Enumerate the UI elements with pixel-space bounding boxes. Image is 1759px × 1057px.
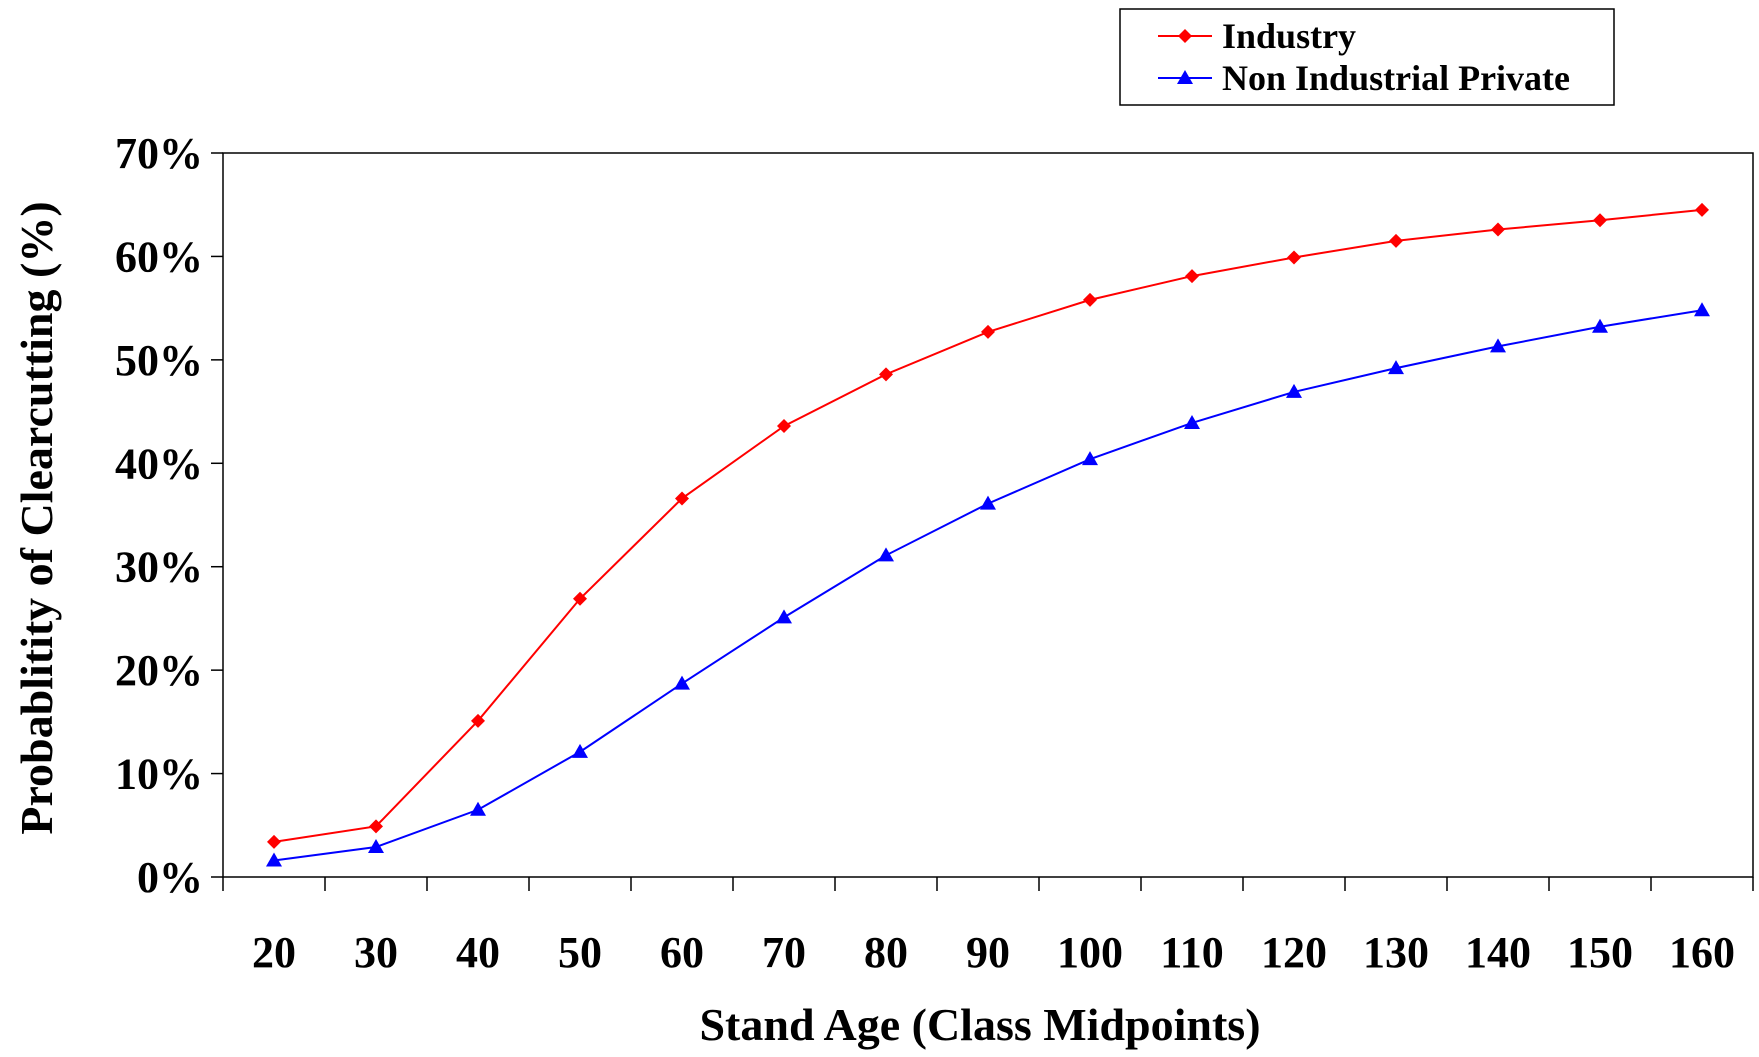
y-tick-label: 20% [115,646,203,695]
data-point-non-industrial-private [1388,360,1404,375]
data-point-industry [471,713,485,728]
y-tick-label: 60% [115,232,203,281]
data-point-non-industrial-private [1082,451,1098,466]
x-tick-label: 90 [966,928,1010,977]
legend-marker [1178,29,1192,43]
data-point-industry [1491,222,1505,237]
x-tick-label: 110 [1160,928,1224,977]
legend-label: Industry [1222,16,1356,56]
x-tick-label: 140 [1465,928,1531,977]
data-point-industry [1695,202,1709,217]
series-line-industry [273,208,1703,843]
x-tick-label: 70 [762,928,806,977]
y-tick-label: 70% [115,129,203,178]
y-axis: 0% 10% 20% 30% 40% 50% 60% 70% [115,129,223,902]
y-tick-label: 0% [137,853,203,902]
data-point-non-industrial-private [470,801,486,816]
data-point-non-industrial-private [368,839,384,854]
data-point-non-industrial-private [980,495,996,510]
data-point-industry [573,591,587,606]
series-non-industrial-private [266,302,1710,867]
plot-area [222,152,1754,878]
x-tick-label: 80 [864,928,908,977]
x-tick-label: 160 [1669,928,1735,977]
x-axis: 20 30 40 50 60 70 80 90 100 110 120 130 140 150 160 [222,877,1754,977]
data-point-industry [675,491,689,506]
data-point-non-industrial-private [674,675,690,690]
data-point-industry [777,419,791,434]
y-tick-label: 40% [115,439,203,488]
data-point-non-industrial-private [1286,383,1302,398]
data-point-non-industrial-private [878,547,894,562]
plot-frame [222,152,1754,878]
legend-item-industry: Industry [1158,16,1356,56]
data-point-non-industrial-private [572,743,588,758]
x-tick-label: 100 [1057,928,1123,977]
x-tick-label: 60 [660,928,704,977]
legend-label: Non Industrial Private [1222,58,1570,98]
series-industry [267,202,1709,849]
y-tick-label: 50% [115,336,203,385]
x-tick-label: 150 [1567,928,1633,977]
data-point-industry [981,324,995,339]
series-line-non-industrial-private [273,309,1703,862]
x-tick-label: 20 [252,928,296,977]
data-point-non-industrial-private [1694,302,1710,317]
data-point-non-industrial-private [266,852,282,867]
data-point-industry [879,367,893,382]
data-point-non-industrial-private [1184,414,1200,429]
data-point-industry [1185,269,1199,284]
x-axis-title: Stand Age (Class Midpoints) [699,999,1260,1050]
x-tick-label: 120 [1261,928,1327,977]
data-point-industry [1593,213,1607,228]
legend-box [1119,8,1615,106]
data-point-non-industrial-private [1490,338,1506,353]
x-tick-label: 40 [456,928,500,977]
y-axis-title: Probablitity of Clearcutting (%) [11,201,62,834]
data-point-industry [267,834,281,849]
data-point-non-industrial-private [776,609,792,624]
x-tick-label: 50 [558,928,602,977]
data-point-industry [1083,292,1097,307]
data-point-industry [1287,250,1301,265]
legend-item-non-industrial-private: Non Industrial Private [1158,58,1570,98]
data-point-industry [369,819,383,834]
y-tick-label: 10% [115,750,203,799]
data-point-industry [1389,233,1403,248]
x-tick-label: 30 [354,928,398,977]
legend-marker [1177,70,1193,84]
y-tick-label: 30% [115,543,203,592]
x-tick-label: 130 [1363,928,1429,977]
data-point-non-industrial-private [1592,318,1608,333]
